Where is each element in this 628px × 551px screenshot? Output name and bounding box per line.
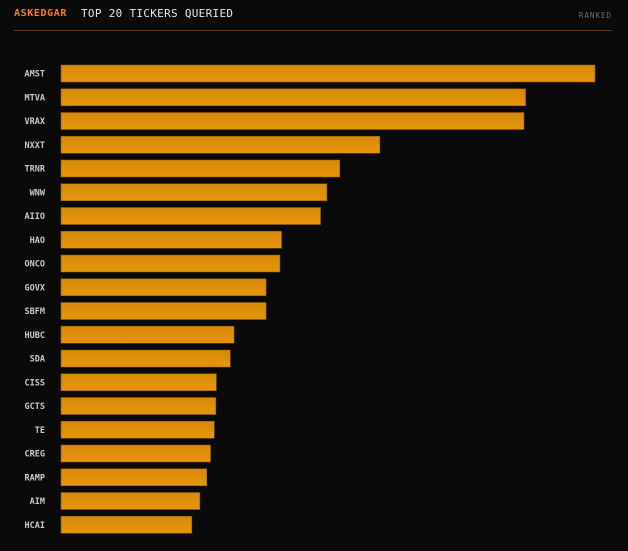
tick-label-hubc: HUBC [25,331,45,341]
tick-label-trnr: TRNR [25,165,46,175]
tick-label-wnw: WNW [30,188,46,198]
tick-label-vrax: VRAX [25,117,45,127]
bar-aim [60,492,201,510]
bar-ciss [60,373,217,392]
tick-label-amst: AMST [25,70,45,80]
bar-amst [60,64,596,83]
bar-onco [60,254,281,273]
tick-label-hcai: HCAI [25,521,45,531]
bar-trnr [60,159,341,178]
bar-ramp [60,468,208,487]
tick-label-mtva: MTVA [25,93,45,103]
bar-govx [60,278,267,297]
bar-nxxt [60,135,381,154]
tick-label-ciss: CISS [25,378,45,388]
bar-wnw [60,183,328,202]
bar-sda [60,349,231,368]
tick-label-gcts: GCTS [25,402,45,412]
bar-creg [60,444,211,463]
tick-label-ramp: RAMP [25,473,45,483]
tick-labels-layer: AMST MTVA VRAX NXXT TRNR WNW AIIO HAO ONCO GOVX SB… [25,70,46,531]
tick-label-creg: CREG [25,450,45,460]
tick-label-nxxt: NXXT [25,141,45,151]
bar-mtva [60,88,526,107]
bars-layer [60,64,596,534]
tick-label-te: TE [35,426,45,436]
ranked-tag: RANKED [578,11,612,20]
bar-sbfm [60,302,267,320]
tick-label-sda: SDA [30,355,45,365]
bar-vrax [60,112,525,130]
bar-aiio [60,207,321,225]
bar-hao [60,230,282,249]
chart-header: ASKEDGAR TOP 20 TICKERS QUERIED RANKED [14,0,612,31]
brand-name: ASKEDGAR [14,8,67,19]
bar-hubc [60,325,235,344]
bar-te [60,420,215,439]
tick-label-aiio: AIIO [25,212,45,222]
tick-label-hao: HAO [30,236,45,246]
bar-hcai [60,515,193,534]
tick-label-govx: GOVX [25,283,45,293]
bar-gcts [60,397,217,415]
tick-label-aim: AIM [30,497,45,507]
tick-label-sbfm: SBFM [25,307,45,317]
tick-label-onco: ONCO [25,260,45,270]
chart-title: TOP 20 TICKERS QUERIED [81,7,234,20]
